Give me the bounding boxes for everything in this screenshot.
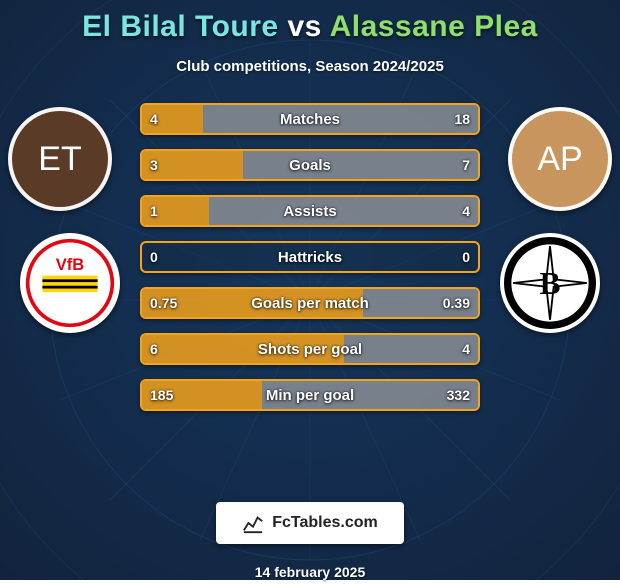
stat-label: Assists bbox=[142, 197, 478, 225]
stat-value-right: 4 bbox=[454, 335, 478, 363]
stat-row: Min per goal185 332 bbox=[140, 379, 480, 411]
svg-text:B: B bbox=[540, 266, 561, 301]
subtitle: Club competitions, Season 2024/2025 bbox=[176, 58, 444, 75]
stat-value-right: 0.39 bbox=[435, 289, 478, 317]
stat-label: Goals per match bbox=[142, 289, 478, 317]
stat-value-left: 0 bbox=[142, 243, 166, 271]
page-title: El Bilal Toure vs Alassane Plea bbox=[82, 10, 538, 44]
stat-value-left: 1 bbox=[142, 197, 166, 225]
stat-label: Matches bbox=[142, 105, 478, 133]
stat-row: Hattricks0 0 bbox=[140, 241, 480, 273]
stat-value-right: 4 bbox=[454, 197, 478, 225]
title-vs: vs bbox=[279, 10, 330, 43]
stat-value-right: 18 bbox=[446, 105, 478, 133]
player-avatar-left: ET bbox=[8, 107, 112, 211]
title-left: El Bilal Toure bbox=[82, 10, 278, 43]
stat-value-left: 3 bbox=[142, 151, 166, 179]
brand-text: FcTables.com bbox=[272, 514, 378, 532]
stat-label: Hattricks bbox=[142, 243, 478, 271]
svg-text:VfB: VfB bbox=[56, 255, 85, 274]
chart-icon bbox=[242, 512, 264, 534]
stat-row: Goals per match0.75 0.39 bbox=[140, 287, 480, 319]
player-avatar-right: AP bbox=[508, 107, 612, 211]
club-logo-left: VfB bbox=[20, 233, 120, 333]
club-logo-right: B bbox=[500, 233, 600, 333]
stat-bars: Matches418Goals37Assists14Hattricks00Goa… bbox=[140, 103, 480, 411]
stat-label: Goals bbox=[142, 151, 478, 179]
stat-value-left: 0.75 bbox=[142, 289, 185, 317]
stat-row: Matches4 18 bbox=[140, 103, 480, 135]
stat-label: Min per goal bbox=[142, 381, 478, 409]
stat-value-right: 332 bbox=[439, 381, 478, 409]
stat-value-left: 6 bbox=[142, 335, 166, 363]
brand-badge: FcTables.com bbox=[216, 502, 404, 544]
avatar-initials: AP bbox=[537, 140, 582, 179]
stat-value-left: 185 bbox=[142, 381, 181, 409]
stat-value-right: 0 bbox=[454, 243, 478, 271]
title-right: Alassane Plea bbox=[330, 10, 538, 43]
stat-row: Shots per goal6 4 bbox=[140, 333, 480, 365]
stat-value-right: 7 bbox=[454, 151, 478, 179]
stat-row: Assists1 4 bbox=[140, 195, 480, 227]
footer-date: 14 february 2025 bbox=[255, 564, 366, 580]
stat-value-left: 4 bbox=[142, 105, 166, 133]
stats-area: ET AP VfB B Matches418Goals37Assists14Ha… bbox=[0, 103, 620, 494]
stat-label: Shots per goal bbox=[142, 335, 478, 363]
stat-row: Goals3 7 bbox=[140, 149, 480, 181]
avatar-initials: ET bbox=[38, 140, 81, 179]
